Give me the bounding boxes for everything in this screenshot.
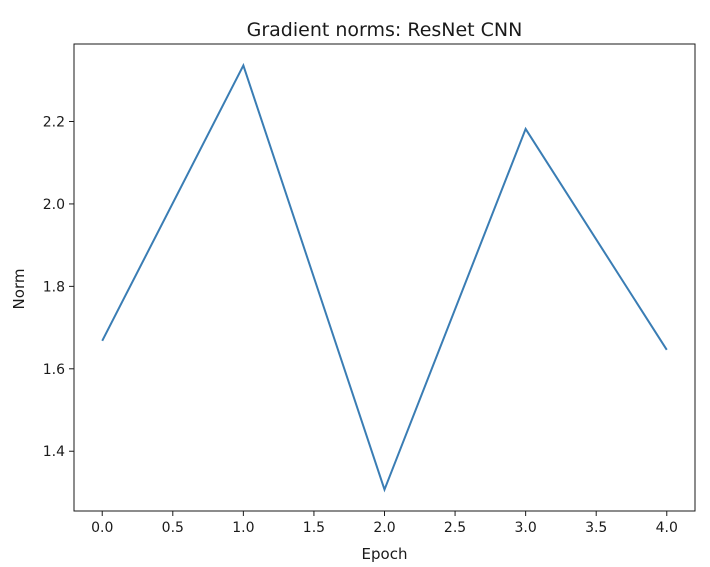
y-tick-label: 1.6: [43, 362, 65, 378]
x-tick-label: 2.5: [444, 520, 466, 536]
x-tick-label: 4.0: [656, 520, 678, 536]
x-tick-label: 1.5: [303, 520, 325, 536]
y-tick-label: 2.2: [43, 114, 65, 130]
x-tick-label: 2.0: [373, 520, 395, 536]
x-axis-label: Epoch: [362, 545, 408, 563]
y-axis-label: Norm: [10, 269, 28, 310]
y-tick-label: 2.0: [43, 197, 65, 213]
x-axis-ticks: 0.0 0.5 1.0 1.5 2.0 2.5 3.0 3.5 4.0: [91, 511, 678, 536]
plot-area: [73, 43, 696, 512]
x-tick-label: 0.5: [162, 520, 184, 536]
series-line: [101, 62, 668, 493]
y-tick-label: 1.4: [43, 444, 65, 460]
axes-frame: [73, 43, 696, 512]
x-tick-label: 1.0: [232, 520, 254, 536]
x-tick-label: 0.0: [91, 520, 113, 536]
x-tick-label: 3.5: [585, 520, 607, 536]
y-axis-ticks: 1.4 1.6 1.8 2.0 2.2: [43, 114, 74, 460]
x-tick-label: 3.0: [515, 520, 537, 536]
y-tick-label: 1.8: [43, 279, 65, 295]
chart-title: Gradient norms: ResNet CNN: [247, 19, 523, 41]
